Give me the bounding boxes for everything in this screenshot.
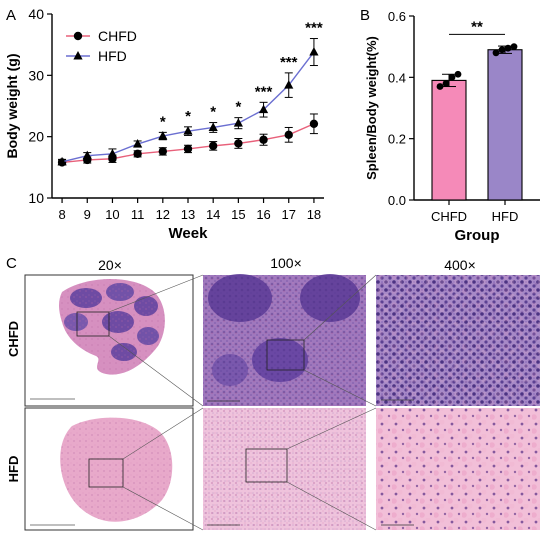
data-point-hfd bbox=[309, 47, 319, 56]
x-tick-label: 8 bbox=[58, 207, 65, 222]
individual-point bbox=[504, 44, 512, 52]
individual-point bbox=[436, 83, 444, 90]
y-tick-label: 0.2 bbox=[388, 132, 406, 147]
y-axis-label: Body weight (g) bbox=[4, 54, 20, 159]
data-point-hfd bbox=[107, 148, 118, 158]
significance-label: * bbox=[160, 113, 166, 130]
col-label-400x: 400× bbox=[444, 257, 476, 273]
data-point-chfd bbox=[158, 147, 168, 156]
y-tick-label: 0.4 bbox=[388, 70, 406, 85]
panel-a-letter: A bbox=[6, 7, 16, 24]
data-point-chfd bbox=[259, 135, 268, 144]
bar-hfd bbox=[487, 49, 523, 201]
x-tick-label: 14 bbox=[206, 207, 220, 222]
individual-point bbox=[498, 46, 506, 54]
x-tick-label: 13 bbox=[181, 207, 195, 222]
data-point-hfd bbox=[284, 80, 294, 89]
y-tick-label: 0.0 bbox=[388, 193, 406, 208]
col-label-100x: 100× bbox=[270, 255, 302, 271]
bar-chfd bbox=[431, 79, 467, 201]
legend-label-chfd: CHFD bbox=[98, 28, 137, 44]
legend-label-hfd: HFD bbox=[98, 48, 127, 64]
row-label-chfd: CHFD bbox=[6, 321, 21, 357]
data-point-hfd bbox=[208, 122, 218, 131]
data-point-hfd bbox=[158, 131, 168, 140]
data-point-chfd bbox=[183, 144, 193, 154]
zoom-connectors-row2 bbox=[122, 407, 377, 531]
data-point-hfd bbox=[82, 150, 92, 160]
individual-point bbox=[510, 43, 518, 51]
zoom-connectors-row1 bbox=[108, 274, 377, 407]
significance-label: ** bbox=[471, 18, 483, 35]
significance-label: * bbox=[235, 99, 241, 116]
significance-label: *** bbox=[305, 20, 323, 37]
image-chfd-400x-texture bbox=[376, 275, 540, 406]
x-tick-label: CHFD bbox=[431, 209, 467, 224]
significance-label: *** bbox=[255, 83, 273, 100]
data-point-chfd bbox=[284, 130, 293, 140]
data-point-hfd bbox=[133, 139, 143, 148]
panel-a: A 10 20 30 40 8 9 10 11 12 13 14 15 16 17 18 Week Body we… bbox=[4, 6, 324, 242]
data-point-hfd bbox=[233, 118, 243, 127]
data-point-hfd bbox=[258, 104, 269, 114]
individual-point bbox=[454, 70, 462, 78]
x-tick-label: 10 bbox=[105, 207, 119, 222]
x-tick-label: 12 bbox=[156, 207, 170, 222]
image-chfd-100x-texture bbox=[203, 274, 366, 406]
x-axis-label: Group bbox=[455, 227, 500, 244]
y-tick-label: 10 bbox=[28, 190, 44, 206]
y-tick-label: 0.6 bbox=[388, 9, 406, 24]
image-hfd-400x-texture bbox=[376, 408, 540, 530]
x-tick-label: 17 bbox=[282, 207, 296, 222]
x-tick-label: 9 bbox=[84, 207, 91, 222]
data-point-hfd bbox=[183, 126, 193, 135]
y-tick-label: 40 bbox=[28, 6, 44, 22]
panel-b: B 0.0 0.2 0.4 0.6 Spleen/Body weight(%) CHFD HF… bbox=[360, 7, 540, 244]
data-point-chfd bbox=[133, 149, 142, 159]
data-point-chfd bbox=[234, 139, 243, 148]
x-tick-label: 18 bbox=[307, 207, 321, 222]
individual-point bbox=[448, 73, 456, 81]
data-point-chfd bbox=[309, 119, 319, 128]
individual-point bbox=[442, 80, 450, 87]
y-tick-label: 30 bbox=[28, 67, 44, 83]
significance-label: *** bbox=[280, 54, 298, 71]
y-tick-label: 20 bbox=[28, 129, 44, 145]
x-tick-label: HFD bbox=[492, 209, 519, 224]
legend-marker-chfd bbox=[73, 31, 83, 41]
x-tick-label: 11 bbox=[131, 207, 145, 222]
significance-label: * bbox=[210, 104, 216, 121]
significance-label: * bbox=[185, 108, 191, 125]
data-point-hfd bbox=[57, 156, 67, 166]
panel-b-letter: B bbox=[360, 7, 370, 24]
individual-point bbox=[492, 49, 500, 57]
row-label-hfd: HFD bbox=[6, 456, 21, 483]
panel-c-letter: C bbox=[6, 255, 17, 272]
data-point-chfd bbox=[208, 141, 218, 151]
panel-c: C 20× 100× 400× CHFD HFD bbox=[6, 255, 540, 531]
x-tick-label: 16 bbox=[256, 207, 270, 222]
image-hfd-20x bbox=[30, 417, 173, 526]
x-tick-label: 15 bbox=[231, 207, 245, 222]
y-axis-label: Spleen/Body weight(%) bbox=[364, 36, 379, 180]
x-axis-label: Week bbox=[169, 225, 209, 242]
legend-marker-hfd bbox=[73, 51, 83, 60]
col-label-20x: 20× bbox=[98, 257, 122, 273]
